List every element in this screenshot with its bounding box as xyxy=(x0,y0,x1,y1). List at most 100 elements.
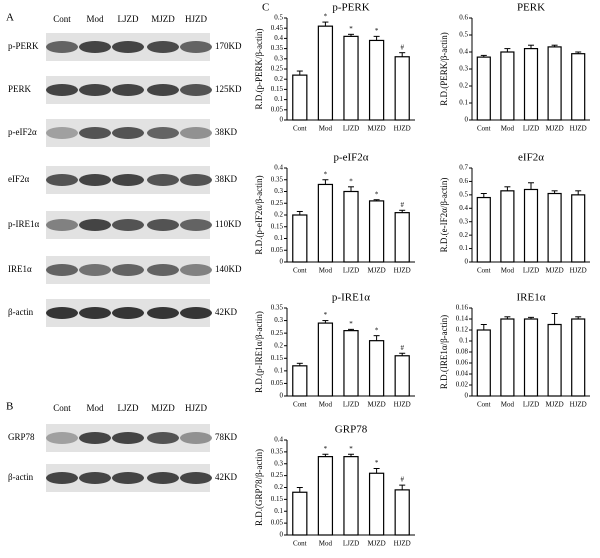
x-tick-label: Cont xyxy=(293,125,307,133)
x-tick-label: LJZD xyxy=(343,540,359,548)
bar xyxy=(523,47,539,121)
y-tick-label: 0.4 xyxy=(274,164,283,172)
bar xyxy=(292,491,308,536)
blot-band xyxy=(79,432,111,444)
y-tick-label: 0.4 xyxy=(459,48,468,56)
blot-band xyxy=(112,41,144,53)
chart-title: IRE1α xyxy=(517,292,546,304)
blot-band xyxy=(79,307,111,319)
y-tick-label: 0.4 xyxy=(274,436,283,444)
bar xyxy=(523,318,539,397)
size-label: 110KD xyxy=(215,219,242,229)
y-tick-label: 0.6 xyxy=(459,177,468,185)
bar xyxy=(292,365,308,397)
y-tick-label: 0.05 xyxy=(271,105,284,113)
y-tick-label: 0.4 xyxy=(274,34,283,42)
bar xyxy=(343,330,359,397)
chart-title: p-eIF2α xyxy=(333,152,368,164)
y-tick-label: 0.04 xyxy=(456,370,469,378)
y-tick-label: 0.2 xyxy=(459,231,468,239)
blot-band xyxy=(112,472,144,484)
protein-label: p-PERK xyxy=(8,41,39,51)
protein-label: IRE1α xyxy=(8,264,32,274)
significance-marker: * xyxy=(349,25,353,33)
lane-label: Mod xyxy=(86,14,104,24)
x-tick-label: LJZD xyxy=(523,401,539,409)
y-tick-label: 0 xyxy=(280,116,284,124)
x-tick-label: LJZD xyxy=(523,267,539,275)
bar xyxy=(571,53,586,121)
x-tick-label: Mod xyxy=(501,125,515,133)
x-tick-label: Cont xyxy=(477,401,491,409)
y-tick-label: 0.15 xyxy=(271,354,284,362)
y-tick-label: 0.35 xyxy=(271,304,284,312)
y-tick-label: 0.02 xyxy=(456,381,469,389)
bar xyxy=(500,318,515,397)
panel-label: C xyxy=(262,2,269,14)
x-tick-label: LJZD xyxy=(343,125,359,133)
significance-marker: # xyxy=(400,201,404,209)
y-tick-label: 0.3 xyxy=(459,217,468,225)
y-tick-label: 0.4 xyxy=(459,204,468,212)
x-tick-label: HJZD xyxy=(394,540,411,548)
x-tick-label: MJZD xyxy=(367,125,385,133)
y-axis-label: R.D.(GRP78/β-actin) xyxy=(254,449,264,526)
blot-band xyxy=(112,127,144,139)
bar xyxy=(292,74,308,121)
y-axis-label: R.D.(e-IF2α/β-actin) xyxy=(439,178,449,253)
y-tick-label: 0.45 xyxy=(271,24,284,32)
y-tick-label: 0.05 xyxy=(271,246,284,254)
blot-band xyxy=(112,219,144,231)
blot-band xyxy=(180,219,212,231)
blot-band xyxy=(180,84,212,96)
blot-band xyxy=(79,264,111,276)
blot-band xyxy=(112,307,144,319)
blot-band xyxy=(79,84,111,96)
x-tick-label: Cont xyxy=(293,267,307,275)
blot-band xyxy=(147,432,179,444)
y-tick-label: 0.1 xyxy=(459,337,468,345)
x-tick-label: MJZD xyxy=(545,267,563,275)
blot-band xyxy=(112,174,144,186)
lane-label: Cont xyxy=(53,14,71,24)
y-axis-label: R.D.(p-PERK/β-actin) xyxy=(254,28,264,109)
bar xyxy=(368,39,385,121)
x-tick-label: MJZD xyxy=(367,540,385,548)
blot-band xyxy=(79,174,111,186)
bar xyxy=(394,56,410,121)
protein-label: p-eIF2α xyxy=(8,127,37,137)
chart-title: p-IRE1α xyxy=(332,292,370,304)
y-tick-label: 0.1 xyxy=(274,366,283,374)
significance-marker: * xyxy=(324,311,328,319)
significance-marker: * xyxy=(324,13,328,21)
x-tick-label: Mod xyxy=(319,401,333,409)
y-tick-label: 0.08 xyxy=(456,348,469,356)
bar xyxy=(343,190,359,263)
y-tick-label: 0.16 xyxy=(456,304,469,312)
y-tick-label: 0.15 xyxy=(271,222,284,230)
blot-band xyxy=(147,307,179,319)
significance-marker: * xyxy=(324,170,328,178)
lane-label: LJZD xyxy=(118,14,139,24)
lane-label: MJZD xyxy=(151,14,175,24)
size-label: 38KD xyxy=(215,127,237,137)
y-axis-label: R.D.(p-IRE1α/β-actin) xyxy=(254,311,264,393)
y-tick-label: 0.1 xyxy=(274,95,283,103)
blot-band xyxy=(46,174,78,186)
x-tick-label: MJZD xyxy=(545,401,563,409)
protein-label: PERK xyxy=(8,84,32,94)
y-tick-label: 0.35 xyxy=(271,447,284,455)
bar xyxy=(394,212,410,263)
blot-band xyxy=(46,84,78,96)
y-tick-label: 0.06 xyxy=(456,359,469,367)
y-tick-label: 0.3 xyxy=(274,316,283,324)
bar xyxy=(523,188,539,263)
y-tick-label: 0.05 xyxy=(271,379,284,387)
blot-band xyxy=(79,472,111,484)
y-tick-label: 0.25 xyxy=(271,471,284,479)
y-tick-label: 0 xyxy=(465,258,469,266)
blot-band xyxy=(112,264,144,276)
y-axis-label: R.D.(p-eIF2α/β-actin) xyxy=(254,175,264,254)
x-tick-label: HJZD xyxy=(394,401,411,409)
